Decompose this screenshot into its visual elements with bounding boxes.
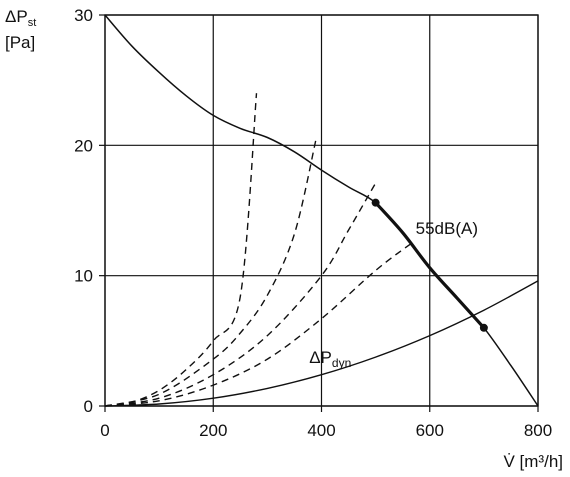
x-axis-label: V̇ [m³/h]	[503, 452, 563, 471]
segment-end-marker	[371, 198, 380, 207]
dashed-curve-2	[104, 138, 317, 407]
dynamic-pressure-curve	[104, 280, 539, 407]
y-axis-label: ΔPst	[5, 7, 36, 29]
dashed-curve-4	[104, 241, 414, 407]
y-tick-label: 10	[74, 267, 93, 286]
x-tick-label: 800	[524, 421, 552, 440]
y-tick-label: 0	[84, 397, 93, 416]
segment-end-marker	[479, 323, 488, 332]
x-tick-label: 600	[416, 421, 444, 440]
series-layer	[104, 14, 539, 407]
y-tick-label: 20	[74, 136, 93, 155]
annotation-dp-dyn: ΔPdyn	[309, 348, 351, 370]
dashed-curve-3	[104, 182, 377, 407]
x-tick-label: 0	[100, 421, 109, 440]
annotation-55dba: 55dB(A)	[416, 219, 478, 238]
x-tick-label: 200	[199, 421, 227, 440]
labels: ΔPst [Pa] V̇ [m³/h]	[5, 7, 563, 471]
dashed-curve-1	[104, 93, 258, 407]
y-axis-label-main: ΔP	[5, 7, 28, 26]
y-axis-label-sub: st	[28, 17, 37, 29]
y-axis-unit: [Pa]	[5, 33, 35, 52]
y-tick-label: 30	[74, 6, 93, 25]
rating-segment-55db	[374, 201, 486, 329]
annotations: 55dB(A) ΔPdyn	[309, 219, 478, 370]
x-tick-label: 400	[307, 421, 335, 440]
ticks: 0 200 400 600 800 0 10 20 30	[74, 6, 552, 440]
